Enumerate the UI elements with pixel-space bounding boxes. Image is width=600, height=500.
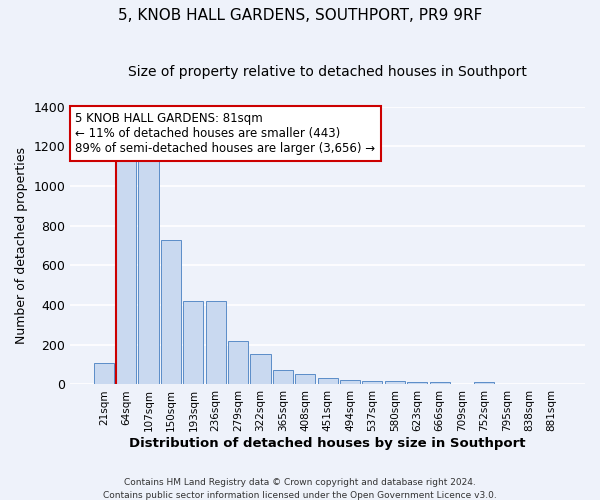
Y-axis label: Number of detached properties: Number of detached properties (15, 147, 28, 344)
Bar (206, 301, 226, 384)
Bar (228, 341, 248, 384)
Bar (183, 301, 203, 384)
Text: Contains HM Land Registry data © Crown copyright and database right 2024.
Contai: Contains HM Land Registry data © Crown c… (103, 478, 497, 500)
Bar (407, 382, 427, 384)
Bar (161, 240, 181, 384)
Bar (273, 370, 293, 384)
Bar (385, 382, 405, 384)
Bar (430, 382, 449, 384)
Bar (94, 363, 114, 384)
Bar (474, 382, 494, 384)
X-axis label: Distribution of detached houses by size in Southport: Distribution of detached houses by size … (130, 437, 526, 450)
Bar (116, 154, 136, 384)
Title: Size of property relative to detached houses in Southport: Size of property relative to detached ho… (128, 65, 527, 79)
Bar (317, 378, 338, 384)
Bar (250, 354, 271, 384)
Text: 5, KNOB HALL GARDENS, SOUTHPORT, PR9 9RF: 5, KNOB HALL GARDENS, SOUTHPORT, PR9 9RF (118, 8, 482, 22)
Text: 5 KNOB HALL GARDENS: 81sqm
← 11% of detached houses are smaller (443)
89% of sem: 5 KNOB HALL GARDENS: 81sqm ← 11% of deta… (76, 112, 376, 155)
Bar (340, 380, 360, 384)
Bar (362, 382, 382, 384)
Bar (295, 374, 316, 384)
Bar (139, 154, 158, 384)
